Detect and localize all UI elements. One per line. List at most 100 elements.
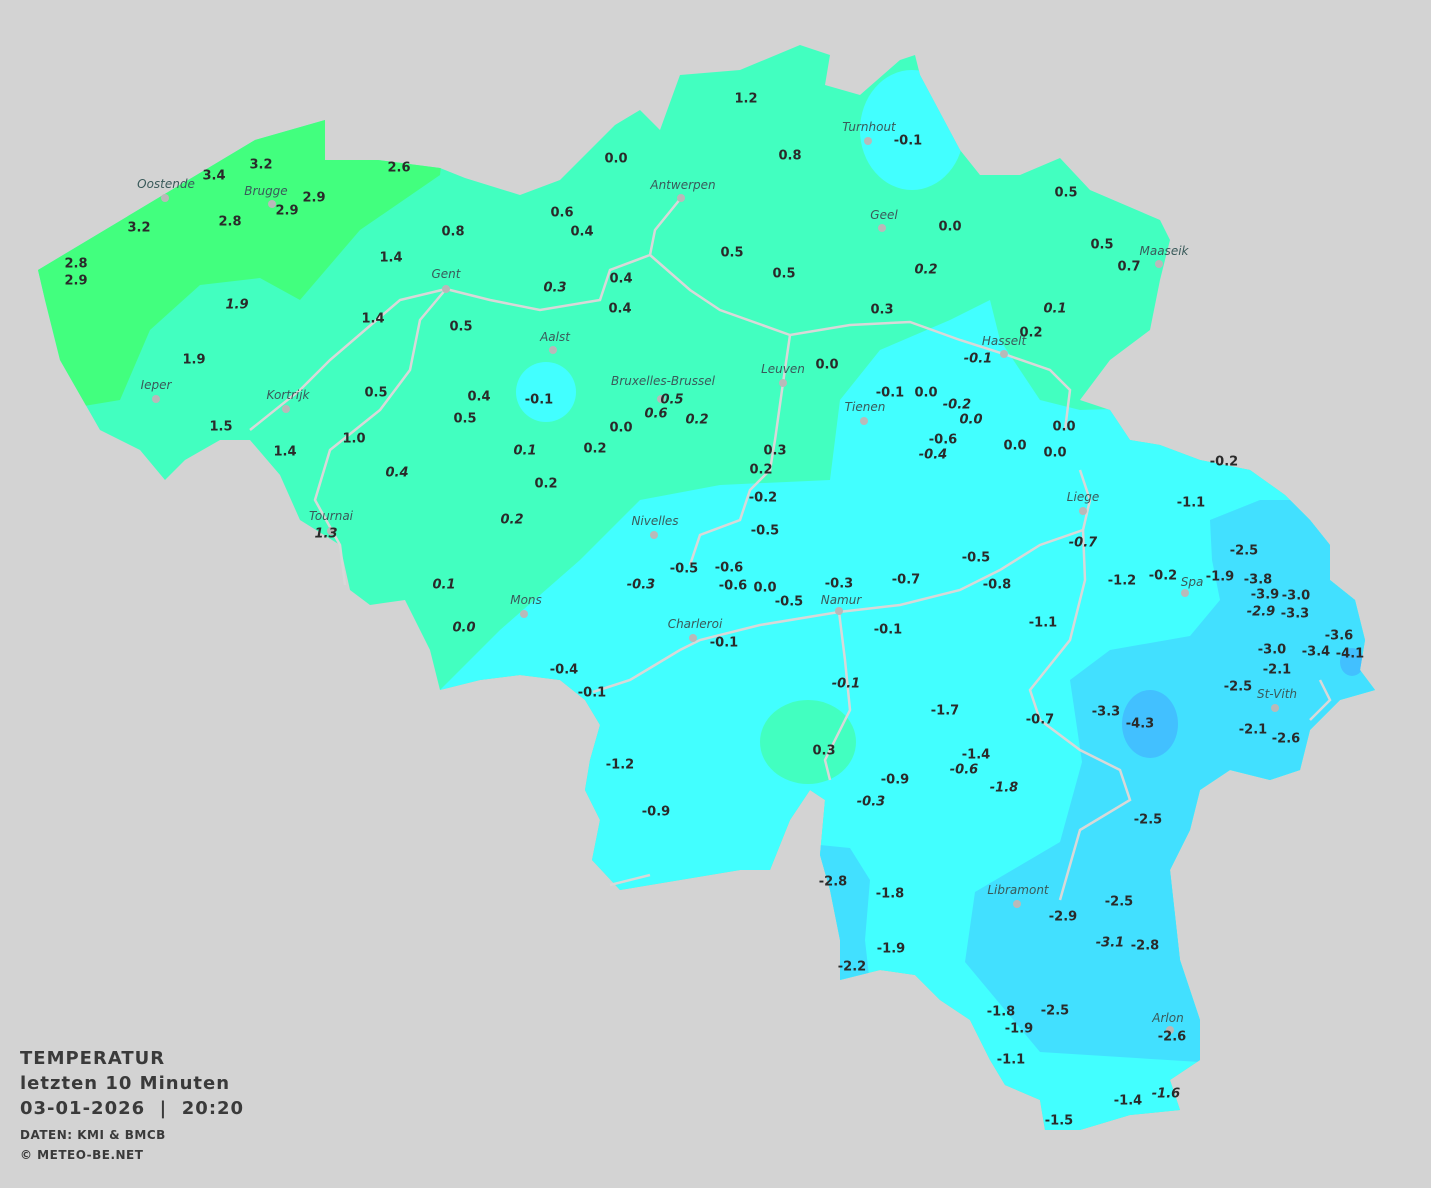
station-value: -0.5	[775, 595, 803, 610]
city-label: Namur	[821, 593, 863, 607]
station-value: -0.1	[832, 677, 860, 692]
station-value: -3.3	[1281, 607, 1309, 622]
station-value: -0.9	[881, 773, 909, 788]
station-values: 1.2 0.0 0.8 -0.1 3.2 3.4 2.6 2.9 2.9 3.2 2.8 0.6 0.4…	[64, 92, 1364, 1129]
city-antwerpen: Antwerpen	[649, 178, 716, 202]
city-label: Hasselt	[982, 334, 1028, 348]
station-value: -1.9	[1005, 1022, 1033, 1037]
station-value: 0.5	[772, 267, 795, 282]
city-nivelles: Nivelles	[631, 514, 679, 539]
station-value: -1.1	[1029, 616, 1057, 631]
station-value: 1.4	[361, 312, 384, 327]
station-value: 2.9	[302, 191, 325, 206]
city-label: Charleroi	[668, 617, 723, 631]
city-dot	[835, 607, 843, 615]
station-value: -1.7	[931, 704, 959, 719]
station-value: -0.2	[1210, 455, 1238, 470]
station-value: 0.6	[644, 407, 667, 422]
station-value: 0.3	[812, 744, 835, 759]
station-value: -2.9	[1049, 910, 1077, 925]
city-label: Brugge	[244, 184, 287, 198]
city-dot	[282, 405, 290, 413]
river-line	[1028, 529, 1132, 901]
station-value: -1.5	[1045, 1114, 1073, 1129]
station-value: -0.6	[929, 433, 957, 448]
station-value: -3.4	[1302, 645, 1330, 660]
station-value: 1.5	[209, 420, 232, 435]
city-st-vith: St-Vith	[1257, 687, 1297, 712]
city-label: Arlon	[1151, 1011, 1183, 1025]
station-value: -3.6	[1325, 629, 1353, 644]
station-value: -1.2	[606, 758, 634, 773]
station-value: 2.9	[275, 204, 298, 219]
station-value: 0.2	[534, 477, 557, 492]
city-charleroi: Charleroi	[668, 617, 723, 642]
station-value: 1.2	[734, 92, 757, 107]
station-value: -2.5	[1041, 1004, 1069, 1019]
station-value: 0.3	[870, 303, 893, 318]
station-value: -1.4	[962, 748, 990, 763]
station-value: -0.1	[710, 636, 738, 651]
city-leuven: Leuven	[761, 362, 805, 387]
city-dot	[1013, 900, 1021, 908]
station-value: -0.4	[919, 448, 947, 463]
station-value: -0.8	[983, 578, 1011, 593]
city-label: Tienen	[845, 400, 886, 414]
city-kortrijk: Kortrijk	[267, 388, 311, 413]
city-label: Leuven	[761, 362, 805, 376]
city-tournai: Tournai	[309, 509, 354, 535]
station-value: 1.3	[314, 527, 337, 542]
station-value: 0.0	[938, 220, 961, 235]
station-value: 0.0	[914, 386, 937, 401]
city-liege: Liege	[1067, 490, 1099, 515]
station-value: 0.5	[364, 386, 387, 401]
station-value: -2.1	[1239, 723, 1267, 738]
station-value: 1.9	[225, 298, 248, 313]
station-value: 1.4	[379, 251, 402, 266]
legend-datetime: 03-01-2026 | 20:20	[20, 1098, 245, 1119]
station-value: -3.0	[1282, 589, 1310, 604]
station-value: 0.0	[753, 581, 776, 596]
station-value: -2.8	[1131, 939, 1159, 954]
station-value: 0.4	[570, 225, 593, 240]
station-value: -2.2	[838, 960, 866, 975]
station-value: -3.0	[1258, 643, 1286, 658]
rivers	[249, 197, 1332, 901]
city-maaseik: Maaseik	[1140, 244, 1190, 268]
station-value: -0.5	[751, 524, 779, 539]
city-label: Turnhout	[842, 120, 897, 134]
river-line	[445, 253, 651, 312]
city-spa: Spa	[1181, 575, 1203, 597]
legend-copyright: © METEO-BE.NET	[20, 1148, 144, 1162]
city-dot	[442, 285, 450, 293]
city-dot	[779, 379, 787, 387]
station-value: -0.7	[892, 573, 920, 588]
station-value: -0.1	[525, 393, 553, 408]
station-value: -0.5	[670, 562, 698, 577]
station-value: 2.9	[64, 274, 87, 289]
city-label: Mons	[510, 593, 542, 607]
station-value: 0.5	[660, 393, 683, 408]
station-value: -2.6	[1272, 732, 1300, 747]
station-value: 3.4	[202, 169, 225, 184]
station-value: 0.2	[914, 263, 937, 278]
station-value: -0.1	[876, 386, 904, 401]
station-value: 0.0	[1052, 420, 1075, 435]
station-value: -0.7	[1026, 713, 1054, 728]
station-value: -0.6	[719, 579, 747, 594]
station-value: -2.6	[1158, 1030, 1186, 1045]
station-value: -0.1	[894, 134, 922, 149]
city-tienen: Tienen	[845, 400, 886, 425]
station-value: -1.8	[876, 887, 904, 902]
station-value: 0.2	[583, 442, 606, 457]
city-ieper: Ieper	[141, 378, 172, 403]
city-dot	[677, 194, 685, 202]
city-oostende: Oostende	[137, 177, 195, 202]
station-value: 0.0	[609, 421, 632, 436]
station-value: 0.0	[452, 621, 475, 636]
city-dot	[1079, 507, 1087, 515]
station-value: -2.8	[819, 875, 847, 890]
station-value: -3.1	[1096, 936, 1124, 951]
station-value: 0.2	[1019, 326, 1042, 341]
city-dot	[1000, 350, 1008, 358]
